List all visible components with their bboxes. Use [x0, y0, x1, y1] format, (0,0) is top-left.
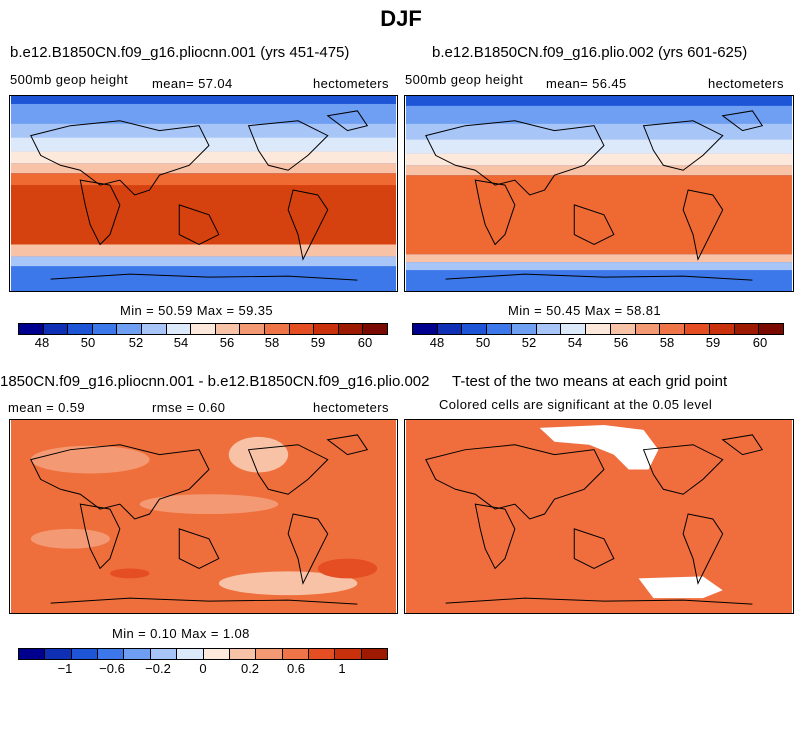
- panel2-units: hectometers: [708, 76, 784, 91]
- cbar2-tick: 59: [705, 335, 721, 350]
- panel4-title: T-test of the two means at each grid poi…: [452, 373, 728, 390]
- cbar3-tick: 0.6: [286, 661, 306, 676]
- cbar1-tick: 60: [357, 335, 373, 350]
- panel3-colorbar: [18, 648, 388, 660]
- panel3-map: [9, 419, 398, 614]
- panel4-nonsignificant-north: [539, 424, 659, 470]
- panel1-stats: Min = 50.59 Max = 59.35: [120, 303, 274, 318]
- panel1-map: [9, 95, 398, 292]
- panel4-coastlines: [425, 434, 764, 605]
- panel4-field: [406, 420, 792, 613]
- cbar1-tick: 58: [264, 335, 280, 350]
- cbar2-tick: 52: [521, 335, 537, 350]
- panel1-coastlines: [30, 110, 369, 281]
- cbar2-tick: 60: [752, 335, 768, 350]
- panel3-coastlines: [30, 434, 369, 605]
- cbar3-tick: −0.2: [145, 661, 171, 676]
- panel1-colorbar: [18, 323, 388, 335]
- panel2-colorbar: [412, 323, 784, 335]
- panel4-subtitle: Colored cells are significant at the 0.0…: [439, 397, 713, 412]
- panel2-map: [404, 95, 794, 292]
- panel1-variable: 500mb geop height: [10, 72, 129, 87]
- panel2-title: b.e12.B1850CN.f09_g16.plio.002 (yrs 601-…: [432, 44, 748, 61]
- cbar1-tick: 59: [310, 335, 326, 350]
- cbar1-tick: 56: [219, 335, 235, 350]
- panel1-mean: mean= 57.04: [152, 76, 233, 91]
- cbar3-tick: −0.6: [99, 661, 125, 676]
- panel3-rmse: rmse = 0.60: [152, 400, 226, 415]
- cbar2-tick: 54: [567, 335, 583, 350]
- cbar1-tick: 48: [34, 335, 50, 350]
- cbar2-tick: 56: [613, 335, 629, 350]
- panel4-map: [404, 419, 794, 614]
- panel2-mean: mean= 56.45: [546, 76, 627, 91]
- cbar1-tick: 52: [128, 335, 144, 350]
- panel2-variable: 500mb geop height: [405, 72, 524, 87]
- panel3-units: hectometers: [313, 400, 389, 415]
- panel3-title: 1850CN.f09_g16.pliocnn.001 - b.e12.B1850…: [0, 373, 430, 390]
- panel2-coastlines: [425, 110, 764, 281]
- cbar3-tick: −1: [57, 661, 73, 676]
- cbar2-tick: 58: [659, 335, 675, 350]
- panel1-units: hectometers: [313, 76, 389, 91]
- cbar3-tick: 0: [199, 661, 207, 676]
- cbar2-tick: 50: [475, 335, 491, 350]
- panel4-nonsignificant-south: [638, 576, 723, 599]
- cbar3-tick: 0.2: [240, 661, 260, 676]
- panel3-mean: mean = 0.59: [8, 400, 86, 415]
- cbar1-tick: 54: [173, 335, 189, 350]
- figure-title: DJF: [380, 6, 422, 31]
- cbar3-tick: 1: [338, 661, 346, 676]
- panel3-stats: Min = 0.10 Max = 1.08: [112, 626, 250, 641]
- panel2-stats: Min = 50.45 Max = 58.81: [508, 303, 662, 318]
- cbar1-tick: 50: [80, 335, 96, 350]
- cbar2-tick: 48: [429, 335, 445, 350]
- panel1-title: b.e12.B1850CN.f09_g16.pliocnn.001 (yrs 4…: [10, 44, 350, 61]
